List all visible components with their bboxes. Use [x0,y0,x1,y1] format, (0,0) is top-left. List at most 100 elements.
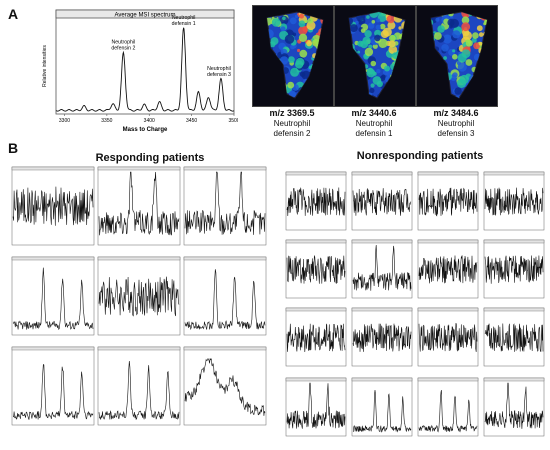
patient-spectrum-plot [180,343,268,433]
msi-mz-3: m/z 3484.6 [433,108,479,118]
intensity-spot [349,56,355,63]
mini-spectrum-line [184,171,266,235]
patient-spectrum-plot [414,236,480,306]
mini-title-strip [183,346,267,351]
intensity-spot [431,32,433,37]
intensity-spot [349,91,354,98]
intensity-spot [449,96,455,98]
intensity-spot [309,12,316,17]
msi-image-defensin-3 [416,5,498,107]
intensity-spot [349,43,355,52]
mini-spectrum-line [418,323,478,352]
mini-title-strip [351,239,413,244]
intensity-spot [273,60,281,68]
intensity-spot [443,56,447,60]
intensity-spot [452,72,458,78]
intensity-spot [400,41,405,50]
x-tick-label: 3300 [59,118,70,124]
intensity-spot [360,28,366,33]
intensity-spot [301,89,307,95]
intensity-spot [267,79,270,88]
mini-spectrum-line [352,188,412,216]
mini-title-strip [417,377,479,382]
intensity-spot [485,56,487,63]
intensity-spot [315,82,323,90]
intensity-spot [462,29,470,37]
intensity-spot [385,92,395,98]
intensity-spot [475,80,480,86]
intensity-spot [355,73,362,79]
mini-title-strip [483,171,545,176]
intensity-spot [431,59,433,63]
msi-mz-1: m/z 3369.5 [269,108,315,118]
intensity-spot [272,94,280,98]
intensity-spot [311,81,316,86]
intensity-spot [299,71,306,77]
x-tick-label: 3450 [186,118,197,124]
x-tick-label: 3350 [101,118,112,124]
msi-caption-3: m/z 3484.6 Neutrophil defensin 3 [416,108,496,139]
intensity-spot [297,48,301,53]
patient-spectrum-plot [348,168,414,238]
intensity-spot [354,54,359,59]
intensity-spot [477,82,484,88]
intensity-spot [443,68,448,73]
intensity-spot [349,62,353,68]
intensity-spot [349,57,350,62]
patient-spectrum-plot [282,168,348,238]
mini-spectrum-line [484,382,544,429]
intensity-spot [431,32,435,39]
intensity-spot [389,34,396,42]
title-strip [55,9,235,19]
intensity-spot [288,90,296,98]
intensity-spot [364,30,372,38]
intensity-spot [400,74,405,78]
intensity-spot [270,37,279,46]
intensity-spot [464,95,471,98]
intensity-spot [391,69,400,78]
mini-title-strip [285,377,347,382]
intensity-spot [386,14,396,24]
mini-spectrum-line [98,276,180,317]
intensity-spot [471,37,477,43]
intensity-spot [431,37,434,46]
mini-spectrum-line [286,254,346,284]
intensity-spot [431,61,440,71]
intensity-spot [275,67,279,72]
intensity-spot [267,16,273,26]
intensity-spot [369,12,379,18]
intensity-spot [476,95,481,98]
intensity-spot [442,34,452,44]
intensity-spot [360,40,369,49]
intensity-spot [443,81,448,85]
intensity-spot [267,12,268,16]
intensity-spot [281,96,285,98]
intensity-spot [349,24,358,33]
intensity-spot [483,63,487,74]
mini-title-strip [11,256,95,261]
patient-spectrum-plot [94,343,182,433]
intensity-spot [431,19,434,26]
mini-title-strip [97,346,181,351]
msi-caption-1: m/z 3369.5 Neutrophil defensin 2 [252,108,332,139]
mini-spectrum-line [352,389,412,433]
intensity-spot [290,67,300,77]
intensity-spot [431,81,437,86]
intensity-spot [401,71,405,75]
mini-spectrum-line [12,363,94,420]
mini-title-strip [97,166,181,171]
intensity-spot [349,87,350,92]
intensity-spot [349,83,352,90]
intensity-spot [452,54,458,60]
msi-name-2b: defensin 1 [355,129,393,138]
intensity-spot [306,40,312,47]
peak-label: defensin 1 [172,21,196,27]
intensity-spot [267,62,272,72]
intensity-spot [295,60,304,69]
intensity-spot [349,58,356,66]
msi-image-defensin-1 [334,5,416,107]
intensity-spot [461,49,471,58]
mini-title-strip [285,239,347,244]
mini-spectrum-line [352,244,412,291]
intensity-spot [272,82,279,89]
